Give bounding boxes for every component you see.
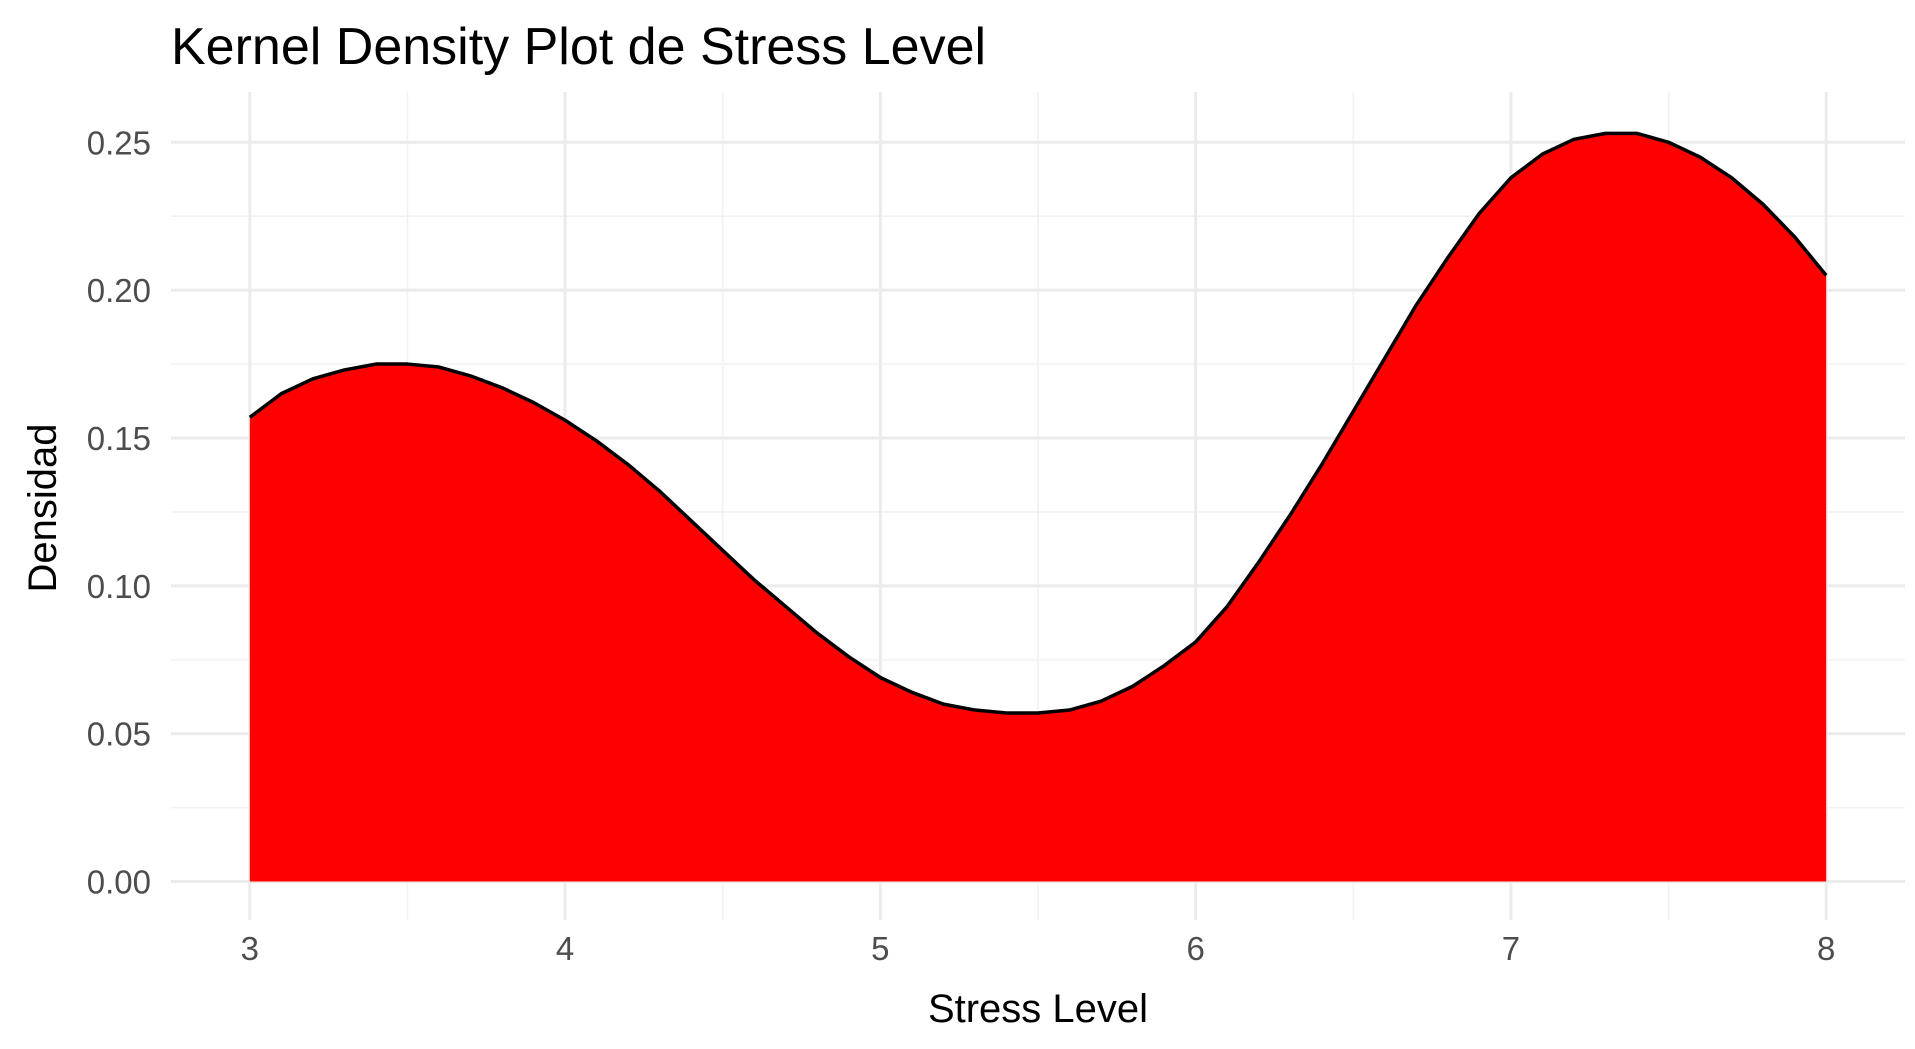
y-tick-label: 0.20 [87, 272, 151, 309]
x-tick-label: 5 [871, 930, 889, 967]
y-axis-ticks: 0.00 0.05 0.10 0.15 0.20 0.25 [87, 124, 151, 900]
y-tick-label: 0.10 [87, 568, 151, 605]
x-tick-label: 7 [1502, 930, 1520, 967]
y-tick-label: 0.15 [87, 420, 151, 457]
y-tick-label: 0.25 [87, 124, 151, 161]
x-tick-label: 6 [1186, 930, 1204, 967]
x-axis-title: Stress Level [928, 987, 1148, 1031]
x-tick-label: 8 [1817, 930, 1835, 967]
x-tick-label: 4 [556, 930, 574, 967]
y-tick-label: 0.00 [87, 864, 151, 901]
chart-title: Kernel Density Plot de Stress Level [171, 18, 986, 76]
y-axis-title: Densidad [21, 423, 65, 592]
y-tick-label: 0.05 [87, 716, 151, 753]
density-area [249, 133, 1827, 882]
x-tick-label: 3 [241, 930, 259, 967]
x-axis-ticks: 3 4 5 6 7 8 [241, 930, 1836, 967]
density-line [248, 131, 1828, 715]
